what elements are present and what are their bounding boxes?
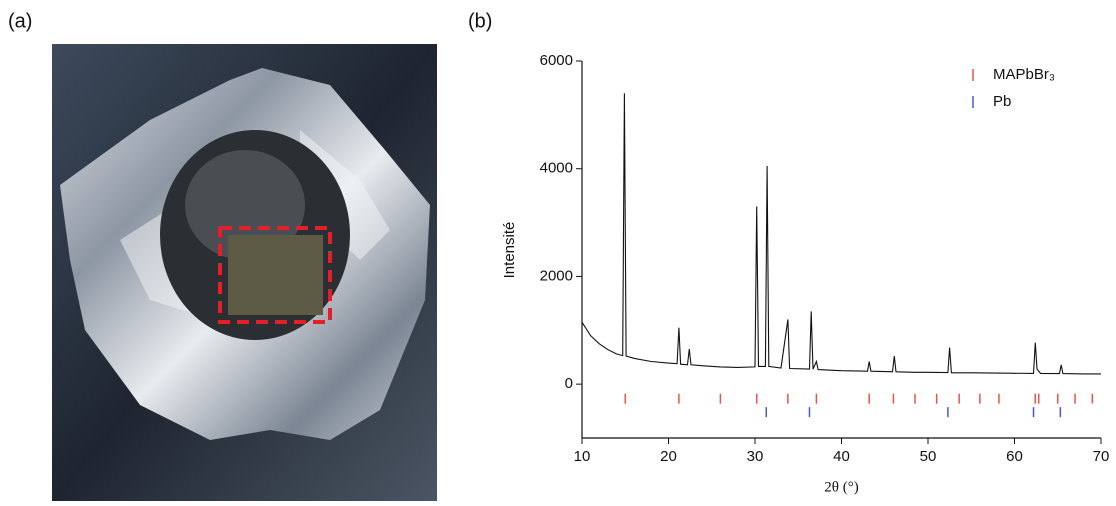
xrd-line — [581, 93, 1101, 375]
y-axis-label: Intensité — [501, 222, 518, 279]
chart: 0 2000 4000 6000 10 20 30 40 50 60 70 2θ (°) Intensi… — [501, 52, 1109, 495]
x-tick-label: 20 — [660, 448, 677, 465]
x-tick-label: 50 — [920, 448, 937, 465]
photo — [52, 44, 437, 501]
y-tick-label: 2000 — [540, 267, 573, 284]
y-tick-label: 0 — [565, 375, 573, 392]
x-tick-label: 30 — [747, 448, 764, 465]
panel-label: (b) — [468, 10, 492, 32]
legend-label: Pb — [993, 93, 1011, 110]
legend-label: MAPbBr₃ — [993, 66, 1055, 83]
panel-label: (a) — [8, 10, 32, 32]
x-axis-label: 2θ (°) — [824, 479, 858, 495]
y-tick-label: 6000 — [540, 52, 573, 69]
x-tick-label: 60 — [1006, 448, 1023, 465]
y-tick-label: 4000 — [540, 160, 573, 177]
x-tick-label: 10 — [574, 448, 591, 465]
x-tick-label: 70 — [1093, 448, 1110, 465]
x-tick-label: 40 — [833, 448, 850, 465]
